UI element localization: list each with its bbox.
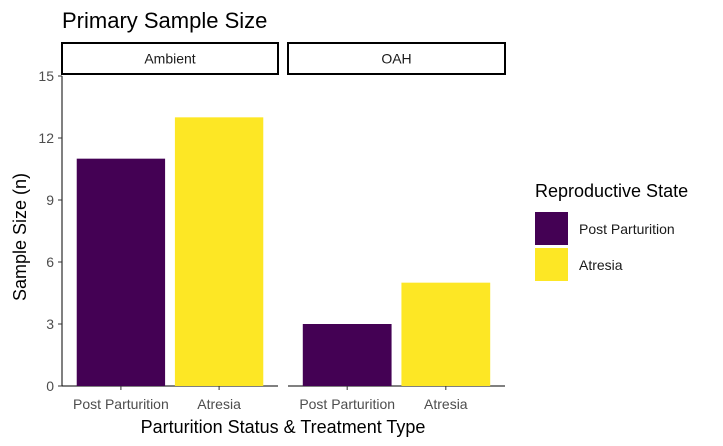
facet-strip (287, 42, 506, 75)
facet-strip-label: OAH (381, 51, 411, 67)
y-tick-label: 12 (38, 130, 54, 146)
y-tick-label: 15 (38, 68, 54, 84)
y-tick-label: 0 (46, 378, 54, 394)
facet-strip-label: Ambient (144, 51, 195, 67)
x-axis-title: Parturition Status & Treatment Type (141, 417, 426, 437)
legend-title: Reproductive State (535, 181, 688, 201)
bar-ambient-post-parturition (76, 158, 166, 386)
legend-swatch (535, 212, 568, 245)
facet-panel: Ambient Post Parturition Atresia (61, 42, 279, 412)
y-tick-label: 9 (46, 192, 54, 208)
bar-oah-atresia (401, 282, 491, 386)
facet-panels: Ambient Post Parturition Atresia OAH Post Pa… (61, 42, 506, 412)
legend-label: Post Parturition (579, 221, 675, 237)
facet-strip (61, 42, 279, 75)
legend-label: Atresia (579, 257, 623, 273)
x-tick-label: Atresia (424, 396, 468, 412)
facet-panel: OAH Post Parturition Atresia (287, 42, 506, 412)
bar-ambient-atresia (174, 117, 264, 386)
x-tick-label: Post Parturition (73, 396, 169, 412)
chart-title: Primary Sample Size (62, 8, 267, 33)
x-tick-label: Post Parturition (299, 396, 395, 412)
x-tick-label: Atresia (197, 396, 241, 412)
bar-oah-post-parturition (302, 324, 392, 386)
y-tick-label: 3 (46, 316, 54, 332)
y-axis: 0 3 6 9 12 15 (38, 68, 63, 394)
y-tick-label: 6 (46, 254, 54, 270)
legend: Reproductive State Post Parturition Atres… (535, 181, 688, 281)
y-axis-title: Sample Size (n) (10, 173, 30, 301)
legend-swatch (535, 248, 568, 281)
